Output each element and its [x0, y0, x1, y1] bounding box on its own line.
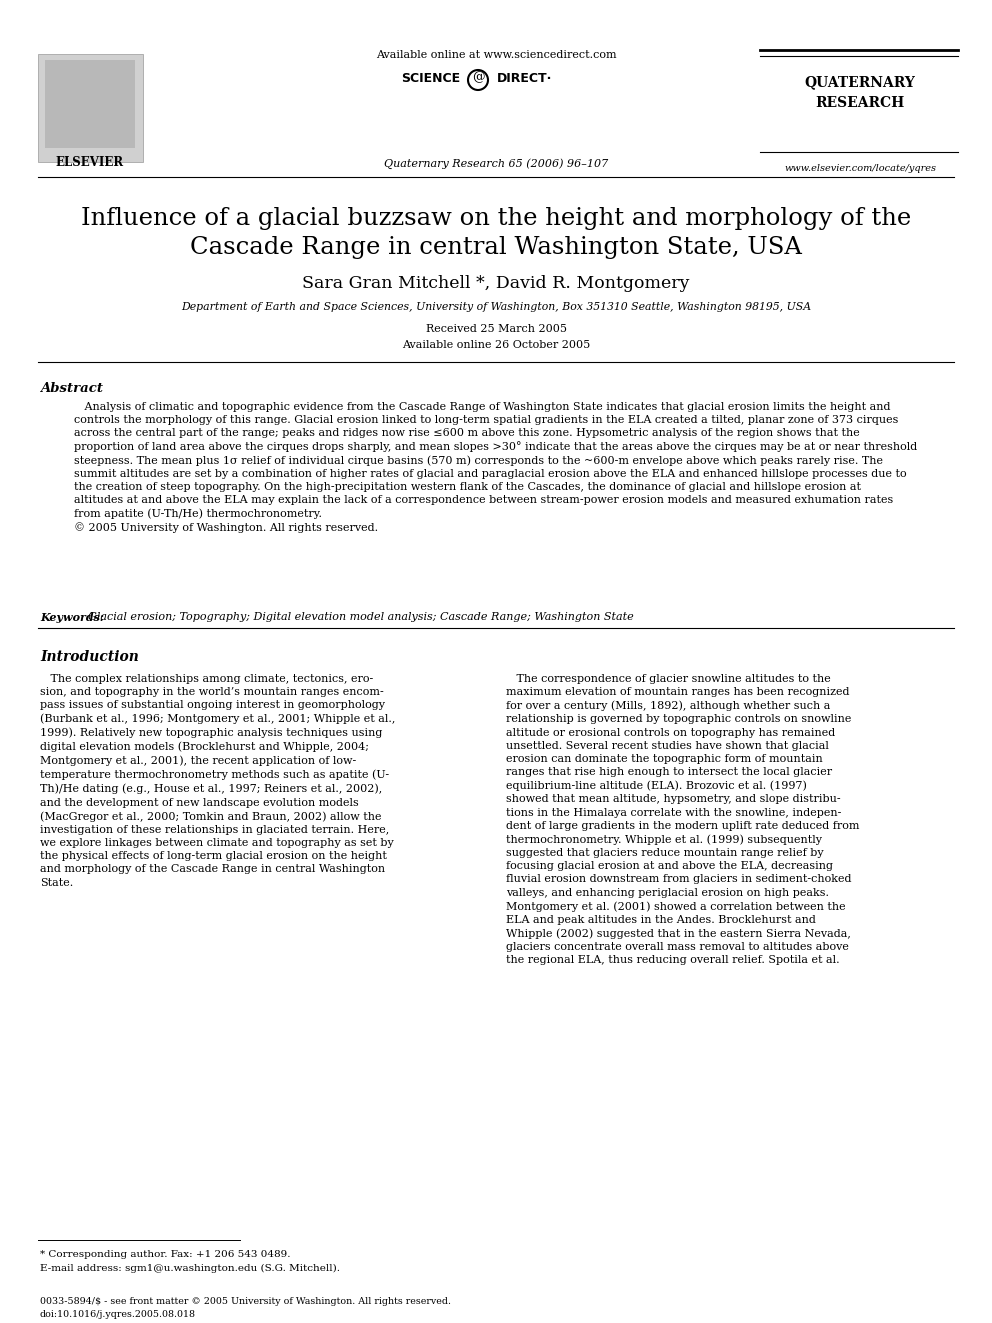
Text: Sara Gran Mitchell *, David R. Montgomery: Sara Gran Mitchell *, David R. Montgomer… [303, 275, 689, 292]
Text: Introduction: Introduction [40, 650, 139, 664]
Bar [45, 60, 135, 148]
Text: 0033-5894/$ - see front matter © 2005 University of Washington. All rights reser: 0033-5894/$ - see front matter © 2005 Un… [40, 1297, 451, 1306]
Text: Keywords:: Keywords: [40, 613, 108, 623]
Text: Abstract: Abstract [40, 382, 103, 396]
Text: The complex relationships among climate, tectonics, ero-
sion, and topography in: The complex relationships among climate,… [40, 673, 396, 888]
Text: SCIENCE: SCIENCE [401, 71, 460, 85]
Text: doi:10.1016/j.yqres.2005.08.018: doi:10.1016/j.yqres.2005.08.018 [40, 1310, 196, 1319]
Text: QUATERNARY: QUATERNARY [805, 75, 916, 89]
Text: Quaternary Research 65 (2006) 96–107: Quaternary Research 65 (2006) 96–107 [384, 157, 608, 168]
Text: * Corresponding author. Fax: +1 206 543 0489.: * Corresponding author. Fax: +1 206 543 … [40, 1250, 291, 1259]
Text: RESEARCH: RESEARCH [815, 97, 905, 110]
Text: Glacial erosion; Topography; Digital elevation model analysis; Cascade Range; Wa: Glacial erosion; Topography; Digital ele… [88, 613, 634, 622]
Text: Received 25 March 2005: Received 25 March 2005 [426, 324, 566, 333]
Text: Available online 26 October 2005: Available online 26 October 2005 [402, 340, 590, 351]
Text: E-mail address: sgm1@u.washington.edu (S.G. Mitchell).: E-mail address: sgm1@u.washington.edu (S… [40, 1263, 340, 1273]
Text: Department of Earth and Space Sciences, University of Washington, Box 351310 Sea: Department of Earth and Space Sciences, … [181, 302, 811, 312]
Text: The correspondence of glacier snowline altitudes to the
maximum elevation of mou: The correspondence of glacier snowline a… [506, 673, 859, 966]
Text: www.elsevier.com/locate/yqres: www.elsevier.com/locate/yqres [784, 164, 936, 173]
Text: @: @ [472, 71, 484, 85]
Bar [38, 54, 143, 161]
Text: DIRECT·: DIRECT· [497, 71, 553, 85]
Text: Analysis of climatic and topographic evidence from the Cascade Range of Washingt: Analysis of climatic and topographic evi… [74, 402, 918, 533]
Text: Available online at www.sciencedirect.com: Available online at www.sciencedirect.co… [376, 50, 616, 60]
Text: Influence of a glacial buzzsaw on the height and morphology of the
Cascade Range: Influence of a glacial buzzsaw on the he… [81, 206, 911, 259]
Text: ELSEVIER: ELSEVIER [56, 156, 124, 169]
